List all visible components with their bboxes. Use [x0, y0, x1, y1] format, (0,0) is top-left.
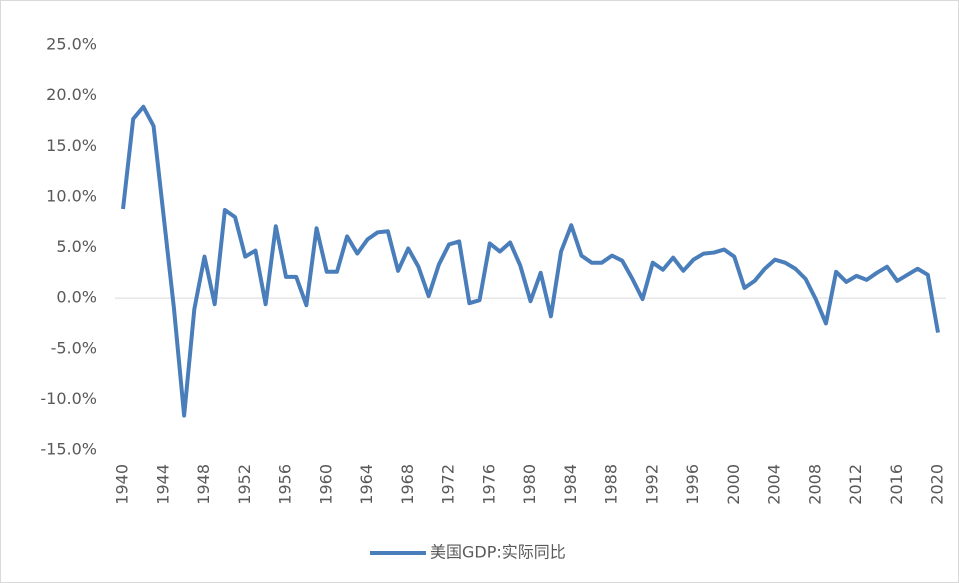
x-tick-label: 1992: [642, 464, 661, 505]
x-tick-label: 1976: [479, 464, 498, 505]
x-tick-label: 1960: [316, 464, 335, 505]
x-tick-label: 2012: [846, 464, 865, 505]
y-tick-label: 5.0%: [56, 237, 97, 256]
x-tick-label: 1956: [276, 464, 295, 505]
y-tick-label: 10.0%: [46, 186, 97, 205]
y-tick-label: 0.0%: [56, 288, 97, 307]
x-tick-label: 1964: [357, 464, 376, 505]
y-tick-label: -5.0%: [51, 338, 97, 357]
x-tick-label: 2000: [724, 464, 743, 505]
y-tick-label: -10.0%: [40, 389, 97, 408]
x-tick-label: 1984: [561, 464, 580, 505]
x-tick-label: 1944: [153, 464, 172, 505]
x-tick-label: 1948: [194, 464, 213, 505]
x-tick-label: 1972: [439, 464, 458, 505]
x-tick-label: 2008: [805, 464, 824, 505]
x-tick-label: 1996: [683, 464, 702, 505]
y-tick-label: -15.0%: [40, 440, 97, 459]
data-line: [121, 104, 940, 418]
x-tick-label: 1980: [520, 464, 539, 505]
x-tick-label: 2020: [928, 464, 947, 505]
x-tick-label: 1952: [235, 464, 254, 505]
y-tick-label: 25.0%: [46, 35, 97, 54]
x-tick-label: 1968: [398, 464, 417, 505]
x-tick-label: 2004: [765, 464, 784, 505]
x-tick-label: 2016: [887, 464, 906, 505]
legend-label: 美国GDP:实际同比: [430, 543, 566, 562]
x-tick-label: 1988: [602, 464, 621, 505]
y-tick-label: 20.0%: [46, 85, 97, 104]
x-tick-label: 1940: [113, 464, 132, 505]
y-tick-label: 15.0%: [46, 136, 97, 155]
